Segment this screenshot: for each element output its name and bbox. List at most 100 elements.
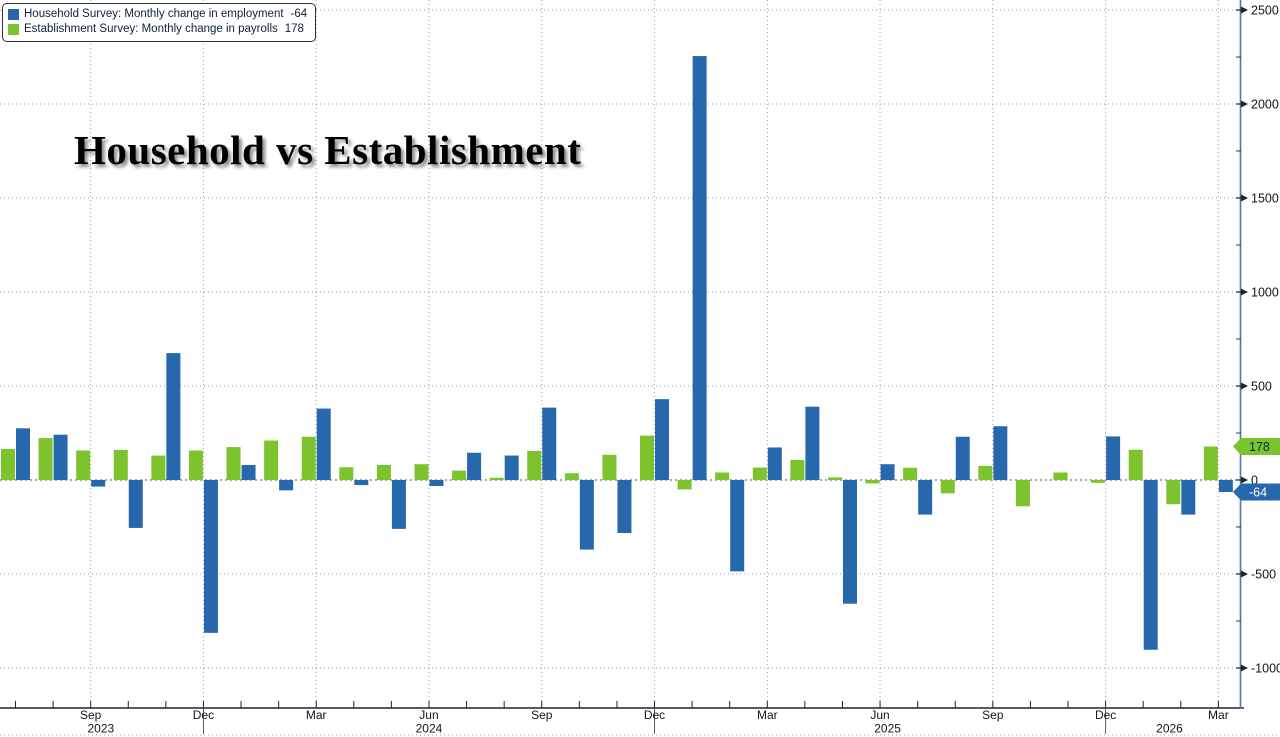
household-bar-2025-08	[955, 436, 970, 480]
establishment-bar-2024-06	[414, 464, 429, 480]
badge-label-household: -64	[1249, 486, 1267, 500]
household-bar-2024-12	[655, 399, 670, 480]
household-bar-2025-12	[1106, 436, 1121, 480]
household-bar-2025-02	[730, 480, 745, 572]
household-bar-2024-05	[391, 480, 406, 529]
establishment-bar-2025-12	[1091, 480, 1106, 483]
establishment-bar-2025-01	[677, 480, 692, 490]
badge-household	[1233, 483, 1280, 501]
household-bar-2025-04	[805, 406, 820, 480]
y-tick-label: 2000	[1251, 98, 1279, 112]
household-bar-2025-03	[767, 447, 782, 480]
establishment-bar-2024-02	[264, 440, 279, 480]
x-tick-label: Jun	[419, 708, 438, 722]
horizontal-gridlines	[0, 9, 1280, 736]
x-tick-label: Mar	[306, 708, 327, 722]
year-label: 2025	[874, 722, 901, 736]
establishment-bar-2023-07	[1, 448, 15, 480]
household-bar-2024-08	[504, 455, 519, 480]
year-label: 2026	[1156, 722, 1183, 736]
establishment-bar-2024-05	[376, 464, 391, 480]
x-tick-label: Mar	[757, 708, 778, 722]
household-bar-2023-09	[91, 480, 106, 487]
y-tick-label: 2500	[1251, 4, 1279, 18]
badge-label-establishment: 178	[1249, 440, 1270, 454]
establishment-bar-2025-03	[752, 467, 767, 480]
establishment-bar-2024-01	[226, 447, 241, 480]
establishment-bar-2024-12	[640, 435, 655, 480]
establishment-bar-2024-07	[452, 470, 467, 480]
establishment-bar-2025-06	[865, 480, 880, 484]
y-tick-label: -500	[1251, 568, 1276, 582]
x-axis-labels: Sep Dec Mar Jun Sep Dec Mar Jun Sep Dec Mar 2023 202…	[80, 708, 1229, 736]
household-bar-2024-06	[429, 480, 444, 487]
x-tick-label: Sep	[531, 708, 553, 722]
household-bar-2023-07	[16, 428, 30, 480]
y-tick-label: 0	[1251, 474, 1258, 488]
establishment-bar-2023-08	[38, 438, 53, 480]
legend-item-household: Household Survey: Monthly change in empl…	[8, 7, 307, 22]
establishment-bar-2023-11	[151, 455, 166, 480]
establishment-bar-2024-10	[564, 473, 579, 480]
y-tick-label: 500	[1251, 380, 1272, 394]
bars-establishment	[1, 435, 1218, 507]
household-bar-2023-11	[166, 353, 181, 480]
establishment-bar-2026-01	[1128, 449, 1143, 480]
x-tick-label: Dec	[193, 708, 214, 722]
establishment-bar-2023-12	[188, 450, 203, 480]
establishment-bar-2026-02	[1166, 480, 1181, 505]
household-bar-2024-04	[354, 480, 369, 486]
badge-establishment	[1233, 438, 1280, 456]
legend-item-establishment: Establishment Survey: Monthly change in …	[8, 22, 307, 37]
establishment-bar-2026-03	[1203, 446, 1218, 480]
legend-value-household: -64	[290, 8, 308, 20]
chart-title: Household vs Establishment	[74, 127, 582, 173]
establishment-bar-2025-08	[940, 480, 955, 494]
household-bar-2024-01	[241, 464, 256, 480]
household-series-swatch	[8, 9, 19, 20]
year-label: 2023	[87, 722, 114, 736]
establishment-bar-2025-02	[715, 472, 730, 480]
x-tick-label: Jun	[870, 708, 889, 722]
x-tick-label: Dec	[1095, 708, 1116, 722]
establishment-bar-2025-04	[790, 459, 805, 480]
household-bar-2026-03	[1218, 480, 1233, 493]
household-bar-2025-07	[918, 480, 933, 515]
establishment-bar-2024-08	[489, 477, 504, 480]
household-bar-2024-11	[617, 480, 632, 534]
legend-label-household: Household Survey: Monthly change in empl…	[24, 8, 284, 20]
household-bar-2025-09	[993, 426, 1008, 480]
y-tick-label: 1500	[1251, 192, 1279, 206]
household-bar-2023-08	[53, 434, 68, 480]
establishment-bar-2025-07	[903, 467, 918, 480]
vertical-gridlines	[90, 0, 1219, 708]
y-tick-label: 1000	[1251, 286, 1279, 300]
y-tick-label: -1000	[1251, 662, 1280, 676]
legend-value-establishment: 178	[284, 23, 304, 35]
household-bar-2024-07	[467, 452, 482, 480]
legend-label-establishment: Establishment Survey: Monthly change in …	[24, 23, 278, 35]
household-bar-2025-05	[842, 480, 857, 604]
x-axis	[0, 701, 1244, 734]
household-bar-2024-10	[579, 480, 594, 550]
y-axis: -1000 -500 0 500 1000 1500 2000 2500	[1236, 0, 1280, 709]
establishment-bar-2025-11	[1053, 472, 1068, 480]
household-bar-2023-12	[203, 480, 218, 633]
x-tick-label: Sep	[80, 708, 102, 722]
bars-household	[16, 56, 1233, 650]
establishment-series-swatch	[8, 24, 19, 35]
establishment-bar-2025-10	[1015, 480, 1030, 507]
x-tick-label: Mar	[1208, 708, 1229, 722]
year-label: 2024	[416, 722, 443, 736]
household-bar-2023-10	[128, 480, 143, 528]
establishment-bar-2023-10	[113, 449, 128, 480]
household-bar-2026-01	[1143, 480, 1158, 650]
x-tick-label: Dec	[644, 708, 665, 722]
household-bar-2024-03	[316, 408, 331, 480]
establishment-bar-2024-09	[527, 450, 542, 480]
establishment-bar-2024-03	[301, 436, 316, 480]
establishment-bar-2023-09	[76, 450, 91, 480]
household-bar-2026-02	[1181, 480, 1196, 515]
